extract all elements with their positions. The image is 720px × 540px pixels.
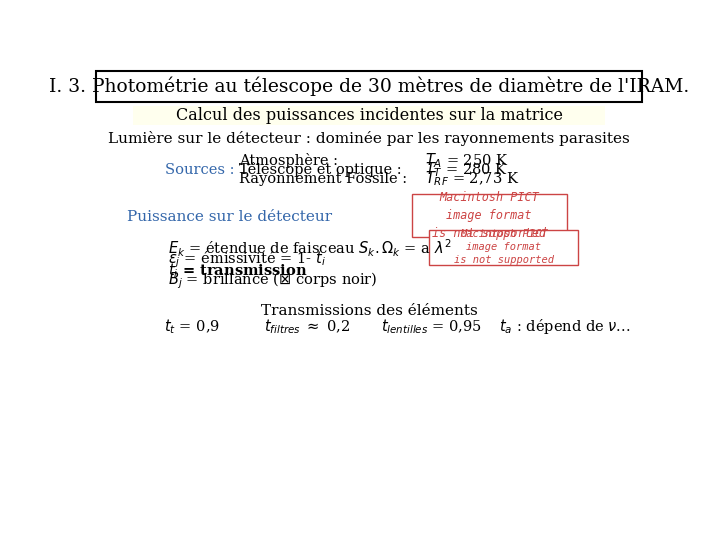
- Text: Lumière sur le détecteur : dominée par les rayonnements parasites: Lumière sur le détecteur : dominée par l…: [108, 131, 630, 146]
- Text: $t_{filtres}$ $\approx$ 0,2: $t_{filtres}$ $\approx$ 0,2: [264, 318, 351, 336]
- Text: $t_a$ : dépend de $\nu$...: $t_a$ : dépend de $\nu$...: [499, 317, 631, 336]
- Bar: [96, 71, 642, 102]
- Text: $B_j$ = brillance ($\boxtimes$ corps noir): $B_j$ = brillance ($\boxtimes$ corps noi…: [168, 271, 377, 292]
- Text: Calcul des puissances incidentes sur la matrice: Calcul des puissances incidentes sur la …: [176, 107, 562, 124]
- Text: $t_i$ = transmission: $t_i$ = transmission: [168, 261, 307, 280]
- Text: $t_t$ = 0,9: $t_t$ = 0,9: [163, 318, 220, 336]
- Text: Puissance sur le détecteur: Puissance sur le détecteur: [127, 210, 333, 224]
- Text: $T_A$ = 250 K: $T_A$ = 250 K: [425, 151, 508, 170]
- Text: $T_{RF}$ = 2,73 K: $T_{RF}$ = 2,73 K: [425, 170, 519, 188]
- Text: Transmissions des éléments: Transmissions des éléments: [261, 304, 477, 318]
- Text: $T_T$ = 280 K: $T_T$ = 280 K: [425, 160, 508, 179]
- Text: Macintosh PICT
image format
is not supported: Macintosh PICT image format is not suppo…: [432, 191, 546, 240]
- Text: Sources :: Sources :: [165, 163, 234, 177]
- Text: I. 3. Photométrie au télescope de 30 mètres de diamètre de l'IRAM.: I. 3. Photométrie au télescope de 30 mèt…: [49, 77, 689, 96]
- Bar: [429, 230, 578, 265]
- Text: $\varepsilon_j$ = émissivité = 1- $t_i$: $\varepsilon_j$ = émissivité = 1- $t_i$: [168, 249, 325, 270]
- Text: Télescope et optique :: Télescope et optique :: [239, 162, 402, 177]
- Text: Rayonnement Fossile :: Rayonnement Fossile :: [239, 172, 407, 186]
- Text: Macintosh PICT
image format
is not supported: Macintosh PICT image format is not suppo…: [454, 229, 554, 266]
- Text: $t_{lentilles}$ = 0,95: $t_{lentilles}$ = 0,95: [381, 318, 482, 336]
- Text: $E_k$ = étendue de faisceau $S_k.\Omega_k$ = a $\lambda^2$: $E_k$ = étendue de faisceau $S_k.\Omega_…: [168, 238, 451, 259]
- Bar: [412, 194, 567, 237]
- Bar: [132, 106, 606, 125]
- Text: Atmosphère :: Atmosphère :: [239, 153, 338, 168]
